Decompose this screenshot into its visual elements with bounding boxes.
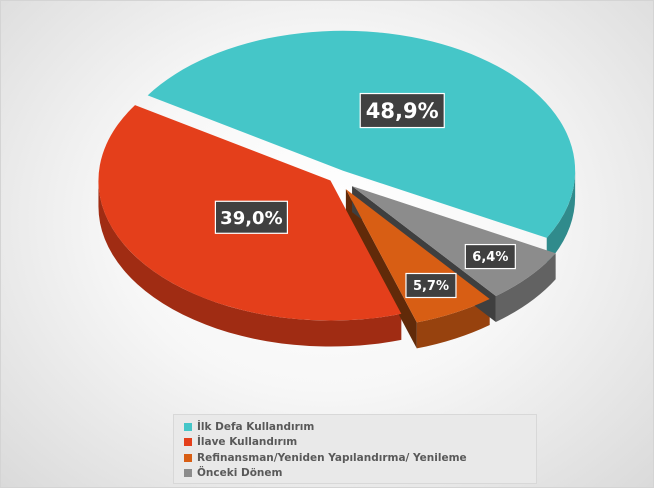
slice-side-ilave-kulland-r-m (98, 180, 402, 347)
legend: İlk Defa Kullandırım İlave Kullandırım R… (173, 414, 537, 484)
legend-label-ilave: İlave Kullandırım (197, 436, 298, 449)
legend-item-ilk-defa: İlk Defa Kullandırım (184, 419, 536, 435)
data-label-box-refinansman-yeniden-yap-land-rma-yenileme (405, 272, 457, 299)
legend-item-ilave: İlave Kullandırım (184, 435, 536, 451)
legend-item-onceki-donem: Önceki Dönem (184, 466, 536, 482)
data-label-box-ilave-kulland-r-m (214, 200, 289, 234)
slice-ilk-defa-kulland-r-m (147, 30, 576, 238)
legend-label-ilk-defa: İlk Defa Kullandırım (197, 420, 315, 433)
legend-item-refinansman: Refinansman/Yeniden Yapılandırma/ Yenile… (184, 450, 536, 466)
slice-side-ilk-defa-kulland-r-m (546, 170, 576, 264)
legend-swatch-ilave (184, 438, 192, 447)
legend-swatch-onceki-donem (184, 469, 192, 478)
data-label-refinansman-yeniden-yap-land-rma-yenileme: 5,7% (413, 279, 449, 294)
data-label-box-onceki-donem (464, 243, 516, 270)
slice-side-refinansman-yeniden-yap-land-rma-yenileme (416, 298, 490, 349)
slice-wall-refinansman-yeniden-yap-land-rma-yenileme (345, 189, 417, 349)
data-label-ilk-defa-kulland-r-m: 48,9% (366, 99, 439, 123)
data-label-box-ilk-defa-kulland-r-m (359, 92, 445, 129)
legend-label-onceki-donem: Önceki Dönem (197, 467, 283, 480)
slice-side-onceki-donem (495, 253, 556, 322)
legend-swatch-ilk-defa (184, 422, 192, 431)
legend-swatch-refinansman (184, 453, 192, 462)
data-label-ilave-kulland-r-m: 39,0% (220, 208, 282, 229)
legend-label-refinansman: Refinansman/Yeniden Yapılandırma/ Yenile… (197, 451, 467, 464)
data-label-onceki-donem: 6,4% (472, 250, 508, 265)
